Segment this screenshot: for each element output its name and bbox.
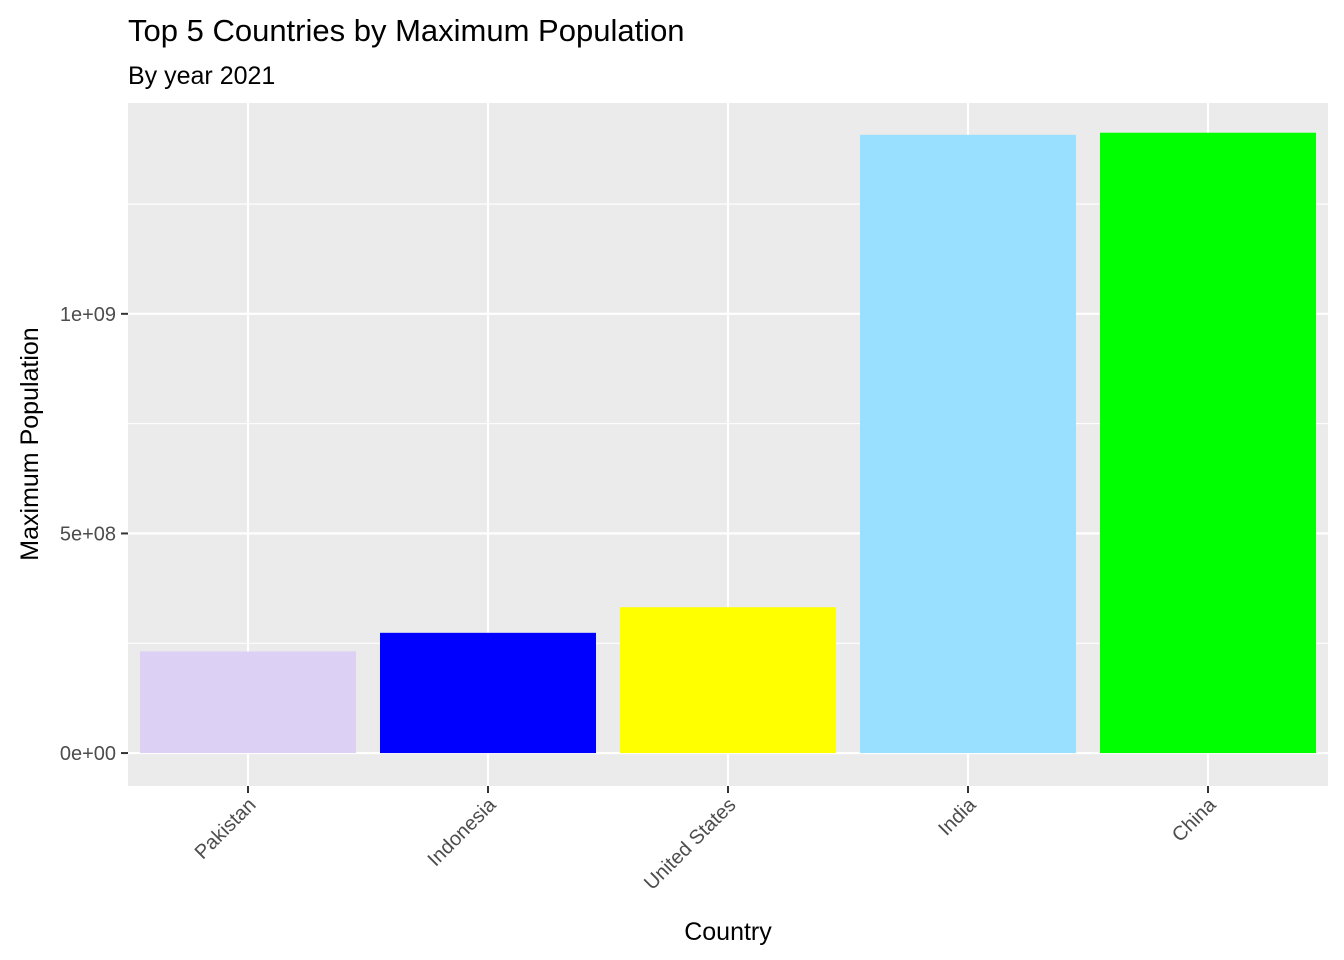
x-tick-label: United States	[640, 794, 740, 894]
y-tick-label: 0e+00	[60, 743, 116, 765]
y-tick-label: 1e+09	[60, 304, 116, 326]
y-axis-title: Maximum Population	[16, 327, 44, 560]
chart-title: Top 5 Countries by Maximum Population	[128, 13, 685, 48]
bars	[140, 132, 1316, 754]
x-axis: Pakistan Indonesia United States India China	[191, 786, 1221, 894]
bar-pakistan	[140, 651, 356, 754]
chart-subtitle: By year 2021	[128, 62, 275, 90]
y-tick-label: 5e+08	[60, 523, 116, 545]
x-tick-label: Pakistan	[191, 794, 261, 864]
x-tick-label: China	[1168, 793, 1221, 846]
bar-india	[860, 134, 1076, 754]
bar-indonesia	[380, 632, 596, 754]
x-axis-title: Country	[684, 918, 772, 946]
bar-united-states	[620, 607, 836, 754]
x-tick-label: Indonesia	[424, 793, 502, 871]
bar-china	[1100, 132, 1316, 754]
x-tick-label: India	[934, 793, 981, 840]
y-axis: 0e+00 5e+08 1e+09	[60, 304, 128, 765]
